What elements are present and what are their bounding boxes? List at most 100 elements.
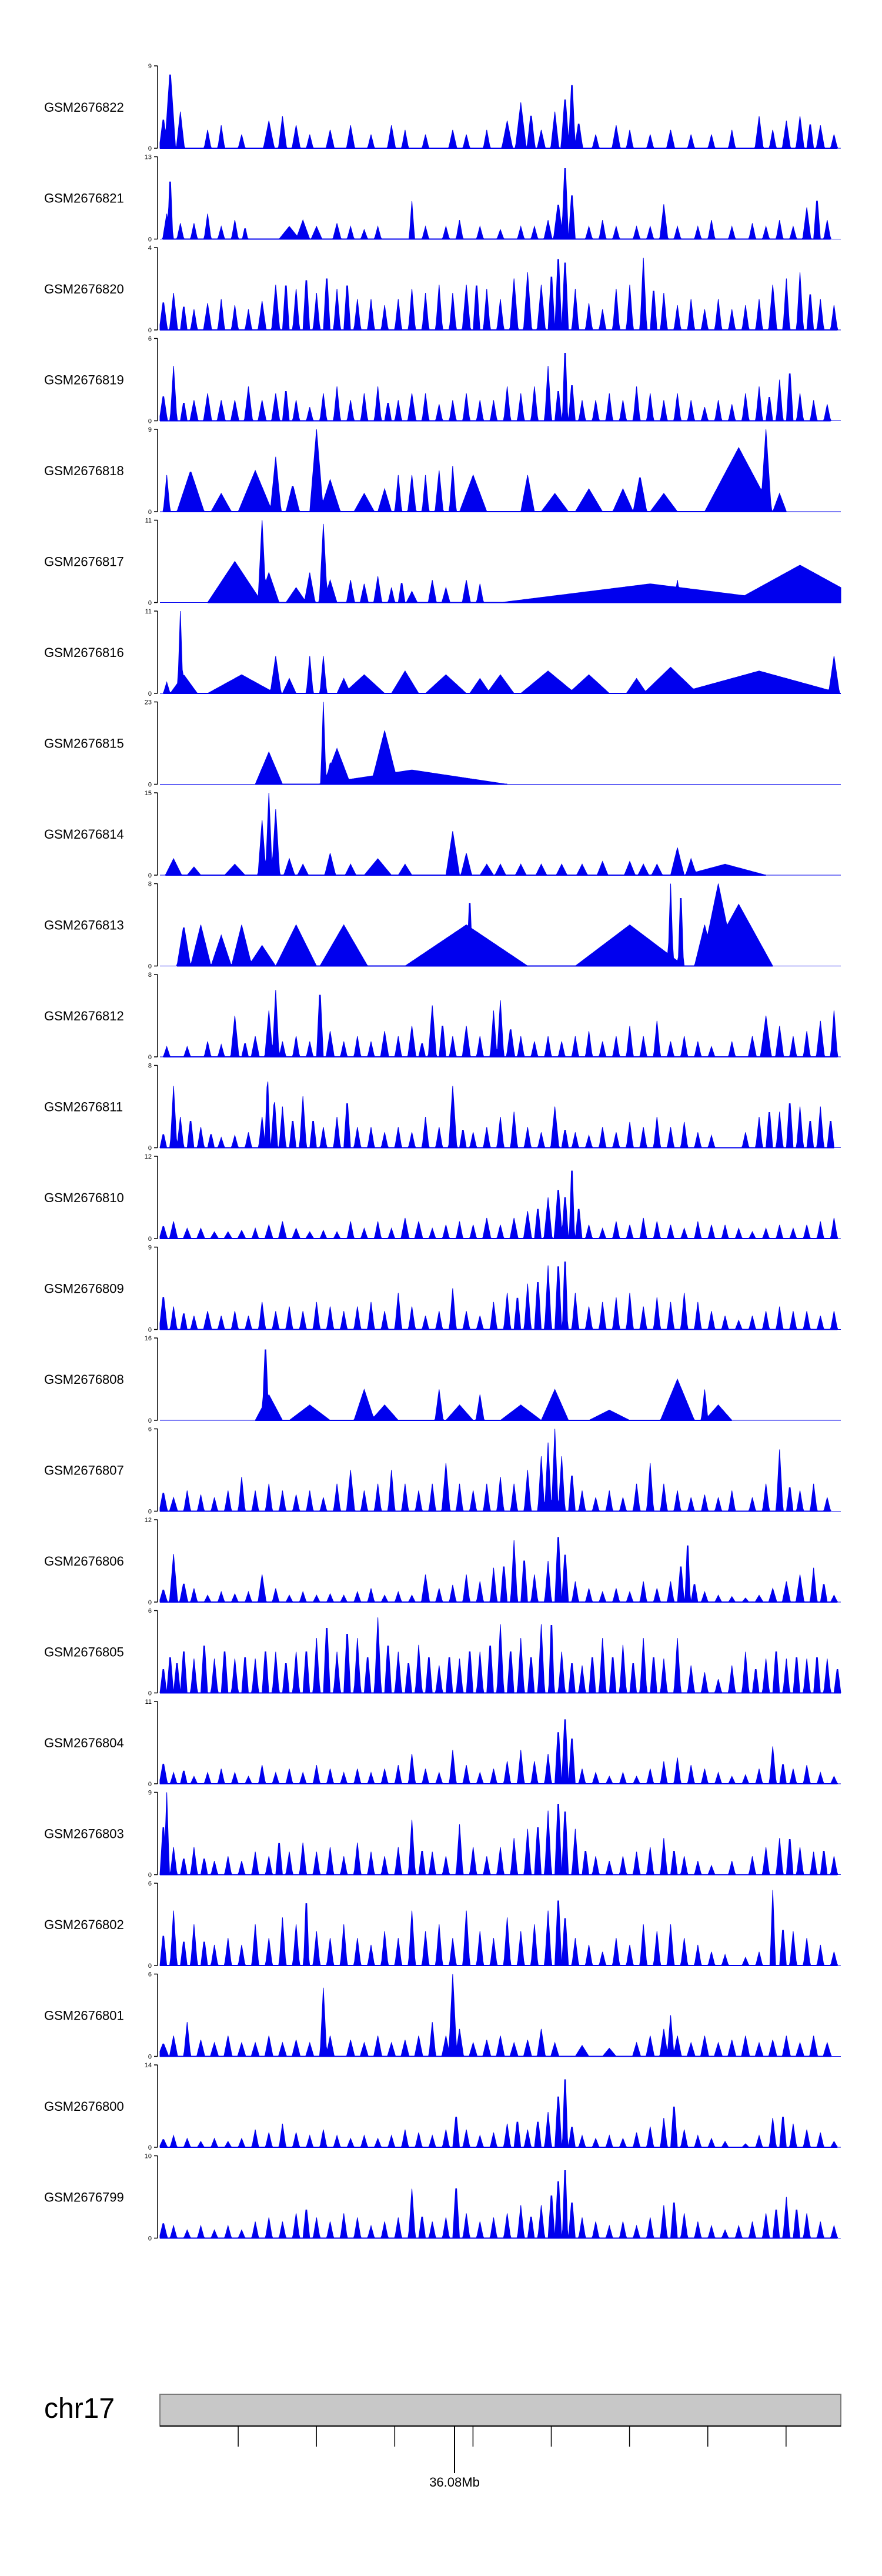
y-tick-label: 0 bbox=[148, 1145, 152, 1152]
y-tick-label: 16 bbox=[145, 1335, 152, 1342]
track-GSM2676805: GSM2676805 6 0 bbox=[44, 1608, 841, 1697]
track-GSM2676813: GSM2676813 8 0 bbox=[44, 881, 841, 970]
track-label: GSM2676817 bbox=[44, 555, 124, 569]
y-tick-label: 6 bbox=[148, 336, 152, 343]
signal-area bbox=[159, 2170, 841, 2238]
signal-area bbox=[159, 1792, 841, 1875]
y-tick-label: 0 bbox=[148, 2235, 152, 2243]
signal-area bbox=[160, 883, 841, 967]
y-tick-label: 9 bbox=[148, 1244, 152, 1252]
y-tick-label: 0 bbox=[148, 872, 152, 879]
track-label: GSM2676815 bbox=[44, 736, 124, 751]
y-tick-label: 0 bbox=[148, 690, 152, 698]
y-tick-label: 6 bbox=[148, 1608, 152, 1615]
y-tick-label: 23 bbox=[145, 699, 152, 706]
y-tick-label: 0 bbox=[148, 1599, 152, 1606]
y-tick-label: 0 bbox=[148, 1781, 152, 1788]
track-GSM2676817: GSM2676817 11 0 bbox=[44, 518, 841, 607]
track-label: GSM2676805 bbox=[44, 1645, 124, 1660]
track-GSM2676807: GSM2676807 6 0 bbox=[44, 1426, 841, 1516]
signal-area bbox=[159, 1890, 841, 1966]
y-tick-label: 6 bbox=[148, 1971, 152, 1978]
y-tick-label: 11 bbox=[145, 1699, 152, 1706]
y-tick-label: 15 bbox=[145, 790, 152, 797]
y-tick-label: 8 bbox=[148, 972, 152, 979]
y-tick-label: 0 bbox=[148, 1690, 152, 1697]
track-GSM2676814: GSM2676814 15 0 bbox=[44, 790, 841, 879]
track-GSM2676812: GSM2676812 8 0 bbox=[44, 972, 841, 1061]
track-GSM2676801: GSM2676801 6 0 bbox=[44, 1971, 841, 2061]
y-tick-label: 0 bbox=[148, 418, 152, 425]
y-tick-label: 12 bbox=[145, 1153, 152, 1160]
track-label: GSM2676807 bbox=[44, 1463, 124, 1478]
track-label: GSM2676801 bbox=[44, 2008, 124, 2023]
track-label: GSM2676810 bbox=[44, 1190, 124, 1205]
signal-area bbox=[159, 1537, 841, 1603]
chromosome-ideogram bbox=[159, 2394, 841, 2427]
signal-area bbox=[160, 520, 841, 603]
y-tick-label: 10 bbox=[145, 2153, 152, 2160]
track-label: GSM2676812 bbox=[44, 1009, 124, 1023]
signal-area bbox=[160, 990, 841, 1057]
track-GSM2676806: GSM2676806 12 0 bbox=[44, 1517, 841, 1606]
y-tick-label: 8 bbox=[148, 1063, 152, 1070]
y-tick-label: 0 bbox=[148, 327, 152, 334]
track-label: GSM2676818 bbox=[44, 463, 124, 478]
track-GSM2676799: GSM2676799 10 0 bbox=[44, 2153, 841, 2243]
y-tick-label: 11 bbox=[145, 608, 152, 615]
signal-area bbox=[160, 168, 841, 240]
tracks-layer: GSM267682290GSM2676821130GSM267682040GSM… bbox=[44, 63, 841, 2243]
track-label: GSM2676799 bbox=[44, 2190, 124, 2205]
y-tick-label: 0 bbox=[148, 1872, 152, 1879]
signal-area bbox=[159, 1170, 841, 1239]
y-tick-label: 12 bbox=[145, 1517, 152, 1524]
signal-area bbox=[159, 353, 841, 421]
track-GSM2676804: GSM2676804 11 0 bbox=[44, 1699, 841, 1788]
track-GSM2676822: GSM2676822 9 0 bbox=[44, 63, 841, 152]
track-GSM2676821: GSM2676821 13 0 bbox=[44, 154, 841, 243]
y-tick-label: 6 bbox=[148, 1880, 152, 1887]
y-tick-label: 0 bbox=[148, 1509, 152, 1516]
y-tick-label: 0 bbox=[148, 600, 152, 607]
track-label: GSM2676811 bbox=[44, 1100, 123, 1115]
y-tick-label: 0 bbox=[148, 2054, 152, 2061]
y-tick-label: 4 bbox=[148, 245, 152, 252]
signal-area bbox=[160, 429, 841, 513]
track-label: GSM2676806 bbox=[44, 1554, 124, 1569]
ideogram-axis: chr17 36.08Mb bbox=[44, 2393, 841, 2490]
track-label: GSM2676813 bbox=[44, 918, 124, 933]
track-label: GSM2676804 bbox=[44, 1736, 124, 1750]
track-label: GSM2676803 bbox=[44, 1827, 124, 1841]
y-tick-label: 14 bbox=[145, 2062, 152, 2069]
y-tick-label: 0 bbox=[148, 1963, 152, 1970]
signal-area bbox=[159, 1719, 841, 1784]
track-GSM2676811: GSM2676811 8 0 bbox=[44, 1063, 841, 1152]
signal-area bbox=[160, 792, 841, 876]
y-tick-label: 0 bbox=[148, 963, 152, 970]
y-tick-label: 0 bbox=[148, 145, 152, 152]
signal-area bbox=[159, 1429, 841, 1511]
track-GSM2676808: GSM2676808 16 0 bbox=[44, 1335, 841, 1424]
y-tick-label: 9 bbox=[148, 63, 152, 70]
signal-area bbox=[160, 610, 841, 694]
track-label: GSM2676820 bbox=[44, 282, 124, 296]
y-tick-label: 0 bbox=[148, 236, 152, 243]
signal-area bbox=[159, 74, 841, 149]
y-tick-label: 0 bbox=[148, 1417, 152, 1424]
y-tick-label: 0 bbox=[148, 1054, 152, 1061]
y-tick-label: 0 bbox=[148, 782, 152, 789]
track-GSM2676803: GSM2676803 9 0 bbox=[44, 1790, 841, 1879]
track-GSM2676810: GSM2676810 12 0 bbox=[44, 1153, 841, 1243]
signal-area bbox=[159, 2079, 841, 2148]
signal-area bbox=[159, 1081, 841, 1149]
position-label: 36.08Mb bbox=[429, 2475, 480, 2490]
track-GSM2676816: GSM2676816 11 0 bbox=[44, 608, 841, 698]
y-tick-label: 9 bbox=[148, 426, 152, 433]
track-GSM2676800: GSM2676800 14 0 bbox=[44, 2062, 841, 2151]
y-tick-label: 9 bbox=[148, 1790, 152, 1797]
signal-area bbox=[160, 1349, 841, 1421]
track-GSM2676809: GSM2676809 9 0 bbox=[44, 1244, 841, 1334]
signal-area bbox=[160, 702, 841, 785]
signal-area bbox=[159, 1262, 841, 1330]
